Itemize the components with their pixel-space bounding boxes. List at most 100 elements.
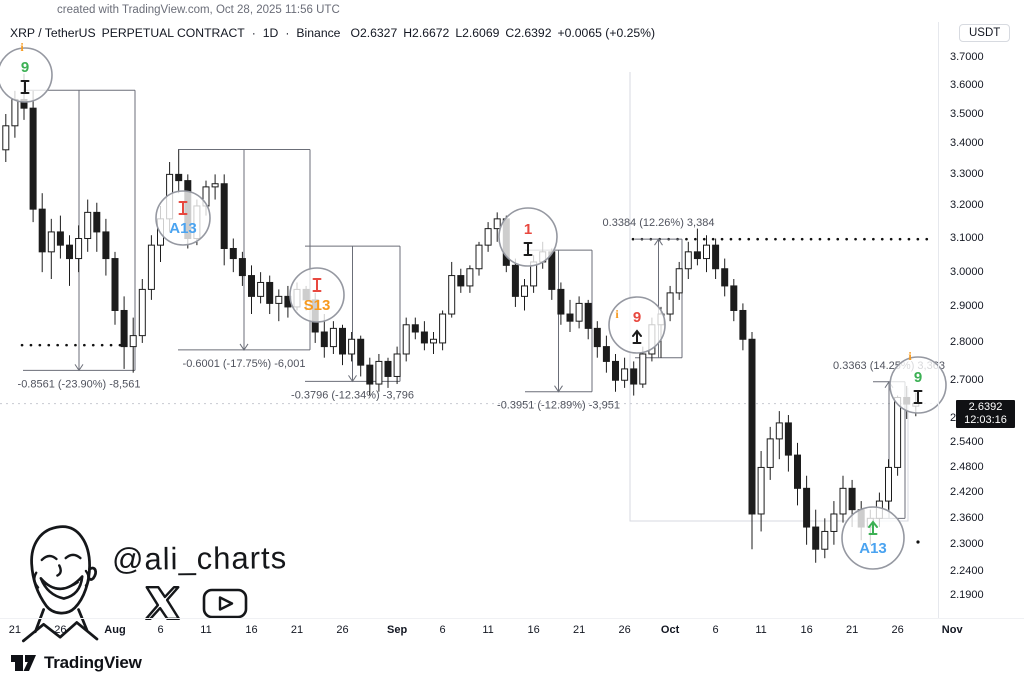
price-tick-label: 3.4000 bbox=[950, 137, 984, 150]
measurement-label: -0.3951 (-12.89%) -3,951 bbox=[497, 400, 620, 412]
candle bbox=[839, 475, 847, 523]
candle bbox=[257, 272, 265, 304]
time-tick-label: 6 bbox=[439, 624, 446, 636]
time-tick-label: 11 bbox=[755, 624, 767, 636]
price-tick-label: 3.0000 bbox=[950, 265, 984, 278]
range-pin-icon bbox=[178, 201, 188, 215]
td-annotation-circle[interactable]: 9i bbox=[889, 349, 947, 414]
candle bbox=[693, 228, 701, 266]
candle bbox=[111, 251, 119, 325]
td-annotation-circle[interactable]: 9i bbox=[608, 296, 666, 354]
time-tick-label: Nov bbox=[941, 624, 963, 636]
candle bbox=[703, 235, 710, 273]
range-box[interactable] bbox=[629, 72, 909, 522]
candle bbox=[420, 321, 428, 351]
youtube-icon bbox=[202, 588, 248, 619]
interval-label[interactable]: 1D bbox=[262, 26, 279, 40]
candle bbox=[38, 193, 46, 273]
ohlc-close: C2.6392 bbox=[505, 26, 552, 40]
candle bbox=[775, 411, 783, 460]
measurement-label: -0.8561 (-23.90%) -8,561 bbox=[18, 378, 141, 390]
price-tick-label: 2.8000 bbox=[950, 336, 984, 349]
time-tick-label: 6 bbox=[157, 624, 164, 636]
candle bbox=[612, 353, 619, 392]
candle bbox=[329, 321, 337, 354]
price-tick-label: 2.1900 bbox=[950, 588, 984, 601]
time-tick-label: 11 bbox=[200, 624, 212, 636]
candle bbox=[821, 518, 829, 559]
td-count-label: 9 bbox=[914, 369, 922, 386]
candle bbox=[739, 303, 747, 351]
info-i-marker: i bbox=[20, 40, 24, 54]
candle bbox=[521, 279, 528, 311]
candle bbox=[348, 331, 356, 362]
candle bbox=[84, 199, 92, 252]
attribution-text: created with TradingView.com, Oct 28, 20… bbox=[57, 4, 340, 16]
candle bbox=[894, 395, 902, 476]
td-annotation-circle[interactable]: A13 bbox=[841, 506, 905, 570]
measurement-label: 0.3384 (12.26%) 3,384 bbox=[603, 217, 715, 229]
dotted-level-dot bbox=[916, 540, 920, 544]
candle bbox=[803, 475, 811, 545]
candle bbox=[730, 279, 738, 322]
time-tick-label: Sep bbox=[387, 624, 408, 636]
price-tick-label: 3.7000 bbox=[950, 50, 984, 63]
contract-type: PERPETUAL CONTRACT bbox=[101, 26, 245, 40]
candle bbox=[757, 451, 765, 532]
time-tick-label: 16 bbox=[527, 624, 540, 636]
ohlc-low: L2.6069 bbox=[455, 26, 500, 40]
candle bbox=[885, 459, 892, 510]
price-range-measurement[interactable]: -0.3951 (-12.89%) -3,951 bbox=[497, 249, 620, 412]
candle bbox=[584, 299, 592, 340]
td-annotation-circle[interactable]: 9i bbox=[0, 40, 53, 103]
candle bbox=[684, 241, 692, 280]
tradingview-brand-name: TradingView bbox=[44, 652, 142, 672]
candle bbox=[484, 222, 492, 252]
tradingview-logo-icon bbox=[11, 655, 36, 671]
candle bbox=[339, 324, 346, 366]
symbol-name[interactable]: XRP / TetherUS bbox=[10, 26, 96, 40]
candle bbox=[147, 235, 155, 300]
time-tick-label: Aug bbox=[104, 624, 126, 636]
candle bbox=[748, 331, 756, 550]
change-value: +0.0065 (+0.25%) bbox=[557, 26, 656, 40]
td-annotation-circle[interactable]: S13 bbox=[289, 267, 345, 323]
candle bbox=[175, 149, 183, 194]
candle bbox=[211, 174, 219, 200]
time-tick-label: 6 bbox=[712, 624, 719, 636]
price-tick-label: 2.9000 bbox=[950, 300, 984, 313]
candle bbox=[266, 275, 274, 315]
time-tick-label: 26 bbox=[54, 624, 67, 636]
candle bbox=[75, 225, 83, 273]
td-count-label: 9 bbox=[633, 309, 641, 326]
time-tick-label: 26 bbox=[336, 624, 349, 636]
candle bbox=[712, 238, 720, 280]
candle bbox=[93, 202, 101, 252]
price-tick-label: 2.5400 bbox=[950, 436, 984, 449]
time-axis-border bbox=[0, 618, 1024, 619]
candle bbox=[102, 218, 110, 276]
price-tick-label: 2.7000 bbox=[950, 373, 984, 386]
candle bbox=[275, 289, 283, 322]
candle bbox=[402, 317, 410, 362]
price-tick-label: 2.2400 bbox=[950, 565, 984, 578]
info-i-marker: i bbox=[615, 307, 619, 321]
currency-toggle-button[interactable]: USDT bbox=[959, 24, 1011, 42]
candle bbox=[675, 261, 683, 300]
candle bbox=[47, 218, 55, 280]
candle bbox=[493, 212, 501, 242]
price-tick-label: 3.3000 bbox=[950, 167, 984, 180]
time-tick-label: 21 bbox=[8, 624, 22, 636]
candle bbox=[2, 114, 10, 163]
last-price-value: 2.6392 bbox=[968, 400, 1003, 413]
td-annotation-circle[interactable]: 1 bbox=[498, 207, 558, 267]
candle bbox=[602, 335, 610, 373]
td-count-label: S13 bbox=[304, 297, 331, 314]
time-tick-label: 11 bbox=[482, 624, 494, 636]
price-range-measurement[interactable]: -0.6001 (-17.75%) -6,001 bbox=[178, 148, 311, 370]
ohlc-open: O2.6327 bbox=[350, 26, 398, 40]
td-annotation-circle[interactable]: A13 bbox=[155, 190, 211, 246]
watermark-handle: @ali_charts bbox=[111, 540, 288, 577]
candle bbox=[238, 251, 246, 286]
